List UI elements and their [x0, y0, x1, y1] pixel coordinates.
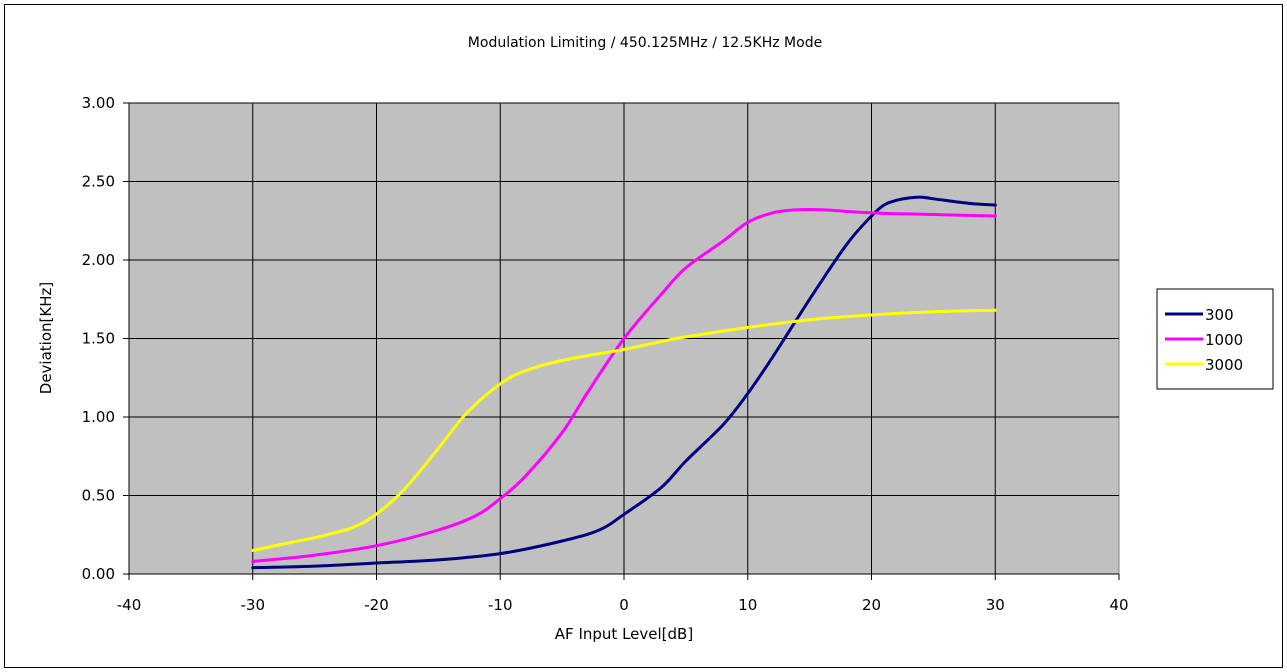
series-line-3000: [251, 308, 997, 552]
x-tick-label: 40: [1109, 596, 1128, 614]
series-lines: [251, 195, 997, 570]
legend-label-1000: 1000: [1205, 331, 1243, 349]
x-tick-label: 0: [619, 596, 629, 614]
legend-label-3000: 3000: [1205, 356, 1243, 374]
y-tick-label: 2.00: [82, 251, 115, 269]
axes: -40 -30 -20 -10 0 10 20 30 40 0.00 0.50 1.00 1.50 2.0…: [82, 94, 1129, 614]
y-tick-label: 1.50: [82, 330, 115, 348]
x-tick-label: -10: [488, 596, 513, 614]
legend: 300 1000 3000: [1156, 288, 1274, 390]
series-line-1000: [251, 207, 997, 563]
x-tick-label: -40: [117, 596, 142, 614]
line-chart: Modulation Limiting / 450.125MHz / 12.5K…: [37, 35, 1274, 643]
y-axis-label: Deviation[KHz]: [37, 282, 55, 394]
x-tick-label: -30: [241, 596, 266, 614]
y-tick-label: 0.50: [82, 487, 115, 505]
x-tick-label: 10: [738, 596, 757, 614]
y-tick-label: 2.50: [82, 173, 115, 191]
chart-title: Modulation Limiting / 450.125MHz / 12.5K…: [468, 35, 822, 51]
series-line-300: [251, 195, 997, 570]
x-tick-label: 20: [862, 596, 881, 614]
y-tick-label: 3.00: [82, 94, 115, 112]
legend-label-300: 300: [1205, 306, 1234, 324]
x-axis-label: AF Input Level[dB]: [555, 625, 693, 643]
y-tick-label: 1.00: [82, 408, 115, 426]
x-tick-label: -20: [364, 596, 389, 614]
chart-frame: Modulation Limiting / 450.125MHz / 12.5K…: [4, 4, 1283, 668]
x-tick-label: 30: [986, 596, 1005, 614]
y-tick-label: 0.00: [82, 565, 115, 583]
